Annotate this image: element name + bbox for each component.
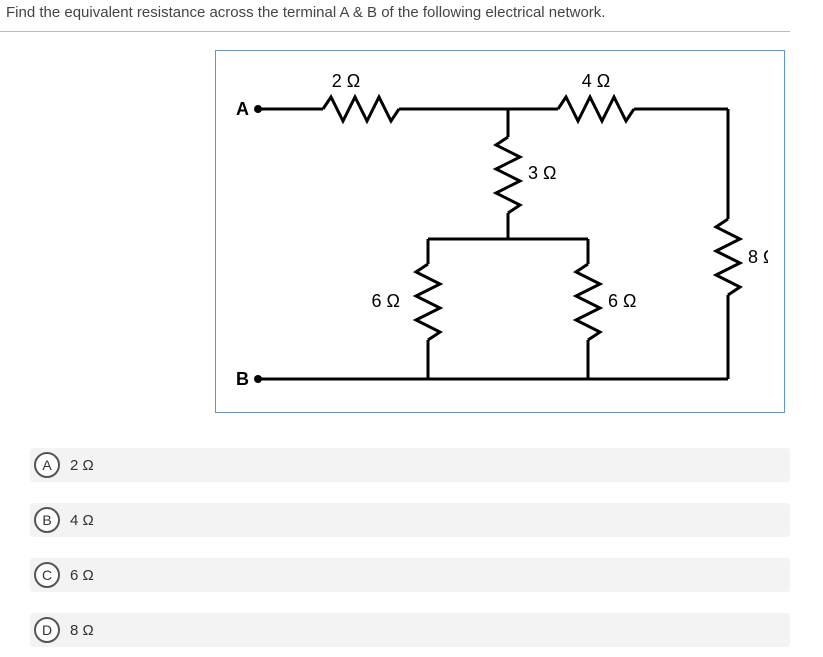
resistor-4ohm-label: 4 Ω — [582, 71, 610, 91]
resistor-3ohm-label: 3 Ω — [528, 163, 556, 183]
option-b-bubble: B — [34, 507, 60, 533]
options-list: A 2 Ω B 4 Ω C 6 Ω D 8 Ω — [0, 448, 823, 647]
option-a-text: 2 Ω — [70, 457, 94, 474]
resistor-6ohm-right-label: 6 Ω — [608, 291, 636, 311]
option-a[interactable]: A 2 Ω — [30, 448, 790, 482]
option-c-bubble: C — [34, 562, 60, 588]
option-b[interactable]: B 4 Ω — [30, 503, 790, 537]
terminal-a-label: A — [236, 99, 249, 119]
option-c[interactable]: C 6 Ω — [30, 558, 790, 592]
terminal-b-label: B — [236, 369, 249, 389]
option-d-text: 8 Ω — [70, 622, 94, 639]
circuit-figure: A 2 Ω 4 Ω 8 Ω 3 Ω 6 Ω 6 Ω B — [215, 50, 785, 413]
resistor-6ohm-left-label: 6 Ω — [372, 291, 400, 311]
circuit-svg: A 2 Ω 4 Ω 8 Ω 3 Ω 6 Ω 6 Ω B — [228, 59, 768, 399]
option-d-bubble: D — [34, 617, 60, 643]
option-d[interactable]: D 8 Ω — [30, 613, 790, 647]
option-c-text: 6 Ω — [70, 567, 94, 584]
resistor-2ohm-label: 2 Ω — [332, 71, 360, 91]
question-text: Find the equivalent resistance across th… — [0, 0, 790, 32]
option-a-bubble: A — [34, 452, 60, 478]
option-b-text: 4 Ω — [70, 512, 94, 529]
resistor-8ohm-label: 8 Ω — [748, 247, 768, 267]
